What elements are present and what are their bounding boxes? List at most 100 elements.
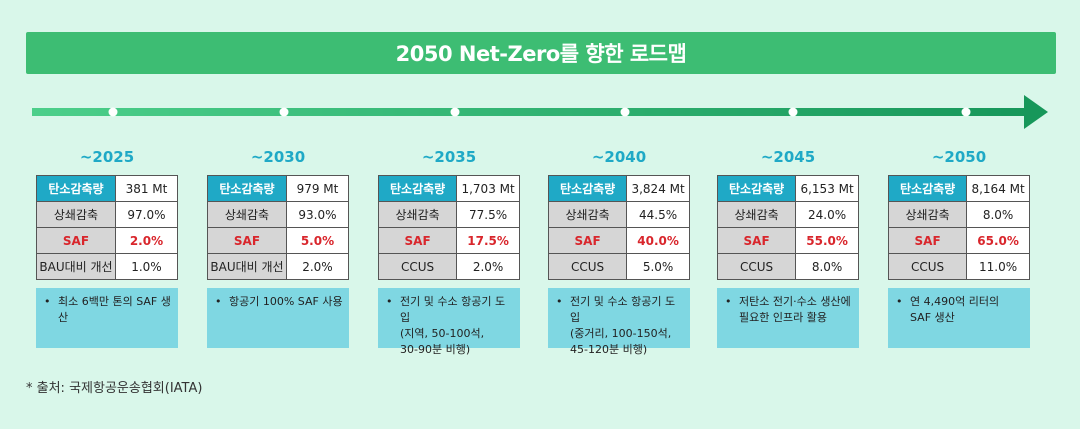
note-text: 저탄소 전기·수소 생산에 필요한 인프라 활용 <box>739 295 851 324</box>
row-value: 40.0% <box>626 227 690 254</box>
milestone-note: • 전기 및 수소 항공기 도입 (중거리, 100-150석, 45-120분… <box>548 288 690 356</box>
timeline-dot <box>279 107 289 117</box>
table-row: SAF 40.0% <box>547 227 690 254</box>
note-text: 전기 및 수소 항공기 도입 (중거리, 100-150석, 45-120분 비… <box>570 295 676 356</box>
timeline-arrowhead <box>1024 95 1048 129</box>
metrics-table: 탄소감축량 381 Mt 상쇄감축 97.0% SAF 2.0% BAU대비 개선 1.… <box>36 175 179 280</box>
table-row: 상쇄감축 97.0% <box>36 201 179 228</box>
row-value: 3,824 Mt <box>626 175 690 202</box>
table-row: 탄소감축량 3,824 Mt <box>547 175 690 202</box>
row-value: 65.0% <box>966 227 1030 254</box>
row-label: 상쇄감축 <box>36 201 116 228</box>
table-row: SAF 55.0% <box>716 227 859 254</box>
milestone-year: ~2030 <box>250 148 306 166</box>
milestone-year: ~2045 <box>760 148 816 166</box>
row-label: 탄소감축량 <box>207 175 287 202</box>
row-label: SAF <box>716 227 797 254</box>
milestone-note: • 전기 및 수소 항공기 도입 (지역, 50-100석, 30-90분 비행… <box>378 288 520 356</box>
table-row: CCUS 5.0% <box>547 253 690 280</box>
row-label: SAF <box>547 227 628 254</box>
milestone-2035: ~2035 탄소감축량 1,703 Mt 상쇄감축 77.5% SAF 17.5% C… <box>377 148 520 356</box>
table-row: 상쇄감축 77.5% <box>377 201 520 228</box>
table-row: SAF 5.0% <box>207 227 350 254</box>
row-value: 8.0% <box>795 253 859 280</box>
row-value: 6,153 Mt <box>795 175 859 202</box>
table-row: 탄소감축량 979 Mt <box>207 175 350 202</box>
row-value: 55.0% <box>795 227 859 254</box>
row-value: 979 Mt <box>285 175 350 202</box>
row-label: 탄소감축량 <box>887 175 968 202</box>
milestone-year: ~2035 <box>421 148 477 166</box>
page-title: 2050 Net-Zero를 향한 로드맵 <box>395 42 687 66</box>
note-text: 최소 6백만 톤의 SAF 생산 <box>58 295 171 324</box>
row-value: 8.0% <box>966 201 1030 228</box>
row-value: 44.5% <box>626 201 690 228</box>
timeline-dot <box>788 107 798 117</box>
metrics-table: 탄소감축량 6,153 Mt 상쇄감축 24.0% SAF 55.0% CCUS 8.0… <box>716 175 859 280</box>
milestone-2025: ~2025 탄소감축량 381 Mt 상쇄감축 97.0% SAF 2.0% BAU대… <box>36 148 179 348</box>
row-label: 상쇄감축 <box>207 201 287 228</box>
row-value: 11.0% <box>966 253 1030 280</box>
table-row: 상쇄감축 8.0% <box>887 201 1030 228</box>
row-label: SAF <box>36 227 116 254</box>
table-row: 탄소감축량 381 Mt <box>36 175 179 202</box>
row-value: 1.0% <box>114 253 179 280</box>
bullet-icon: • <box>896 295 903 308</box>
table-row: SAF 65.0% <box>887 227 1030 254</box>
table-row: 탄소감축량 6,153 Mt <box>716 175 859 202</box>
row-label: SAF <box>207 227 287 254</box>
table-row: CCUS 8.0% <box>716 253 859 280</box>
row-value: 8,164 Mt <box>966 175 1030 202</box>
milestone-note: • 최소 6백만 톤의 SAF 생산 <box>36 288 178 348</box>
table-row: BAU대비 개선 2.0% <box>207 253 350 280</box>
source-note: * 출처: 국제항공운송협회(IATA) <box>26 381 203 396</box>
row-value: 77.5% <box>456 201 520 228</box>
row-label: 상쇄감축 <box>377 201 458 228</box>
metrics-table: 탄소감축량 1,703 Mt 상쇄감축 77.5% SAF 17.5% CCUS 2.0… <box>377 175 520 280</box>
bullet-icon: • <box>44 295 51 308</box>
milestone-2040: ~2040 탄소감축량 3,824 Mt 상쇄감축 44.5% SAF 40.0% C… <box>547 148 690 356</box>
row-value: 5.0% <box>626 253 690 280</box>
milestone-year: ~2025 <box>79 148 135 166</box>
row-value: 381 Mt <box>114 175 179 202</box>
milestone-2050: ~2050 탄소감축량 8,164 Mt 상쇄감축 8.0% SAF 65.0% CC… <box>887 148 1030 348</box>
row-label: 탄소감축량 <box>36 175 116 202</box>
table-row: SAF 2.0% <box>36 227 179 254</box>
milestone-note: • 연 4,490억 리터의 SAF 생산 <box>888 288 1030 348</box>
milestone-note: • 저탄소 전기·수소 생산에 필요한 인프라 활용 <box>717 288 859 348</box>
row-label: CCUS <box>887 253 968 280</box>
bullet-icon: • <box>556 295 563 308</box>
table-row: SAF 17.5% <box>377 227 520 254</box>
note-text: 전기 및 수소 항공기 도입 (지역, 50-100석, 30-90분 비행) <box>400 295 506 356</box>
timeline-dot <box>108 107 118 117</box>
milestone-year: ~2040 <box>591 148 647 166</box>
row-label: SAF <box>887 227 968 254</box>
table-row: CCUS 2.0% <box>377 253 520 280</box>
row-label: BAU대비 개선 <box>36 253 116 280</box>
row-label: 상쇄감축 <box>716 201 797 228</box>
metrics-table: 탄소감축량 979 Mt 상쇄감축 93.0% SAF 5.0% BAU대비 개선 2.… <box>207 175 350 280</box>
metrics-table: 탄소감축량 8,164 Mt 상쇄감축 8.0% SAF 65.0% CCUS 11.0… <box>887 175 1030 280</box>
row-label: BAU대비 개선 <box>207 253 287 280</box>
table-row: 탄소감축량 8,164 Mt <box>887 175 1030 202</box>
row-label: 탄소감축량 <box>377 175 458 202</box>
row-value: 2.0% <box>114 227 179 254</box>
timeline-dot <box>961 107 971 117</box>
table-row: CCUS 11.0% <box>887 253 1030 280</box>
bullet-icon: • <box>725 295 732 308</box>
milestone-note: • 항공기 100% SAF 사용 <box>207 288 349 348</box>
table-row: 탄소감축량 1,703 Mt <box>377 175 520 202</box>
bullet-icon: • <box>215 295 222 308</box>
table-row: 상쇄감축 44.5% <box>547 201 690 228</box>
row-label: 탄소감축량 <box>547 175 628 202</box>
table-row: BAU대비 개선 1.0% <box>36 253 179 280</box>
row-value: 24.0% <box>795 201 859 228</box>
row-value: 17.5% <box>456 227 520 254</box>
row-value: 2.0% <box>456 253 520 280</box>
row-label: CCUS <box>716 253 797 280</box>
row-label: SAF <box>377 227 458 254</box>
row-value: 2.0% <box>285 253 350 280</box>
metrics-table: 탄소감축량 3,824 Mt 상쇄감축 44.5% SAF 40.0% CCUS 5.0… <box>547 175 690 280</box>
title-banner: 2050 Net-Zero를 향한 로드맵 <box>26 32 1056 74</box>
table-row: 상쇄감축 93.0% <box>207 201 350 228</box>
